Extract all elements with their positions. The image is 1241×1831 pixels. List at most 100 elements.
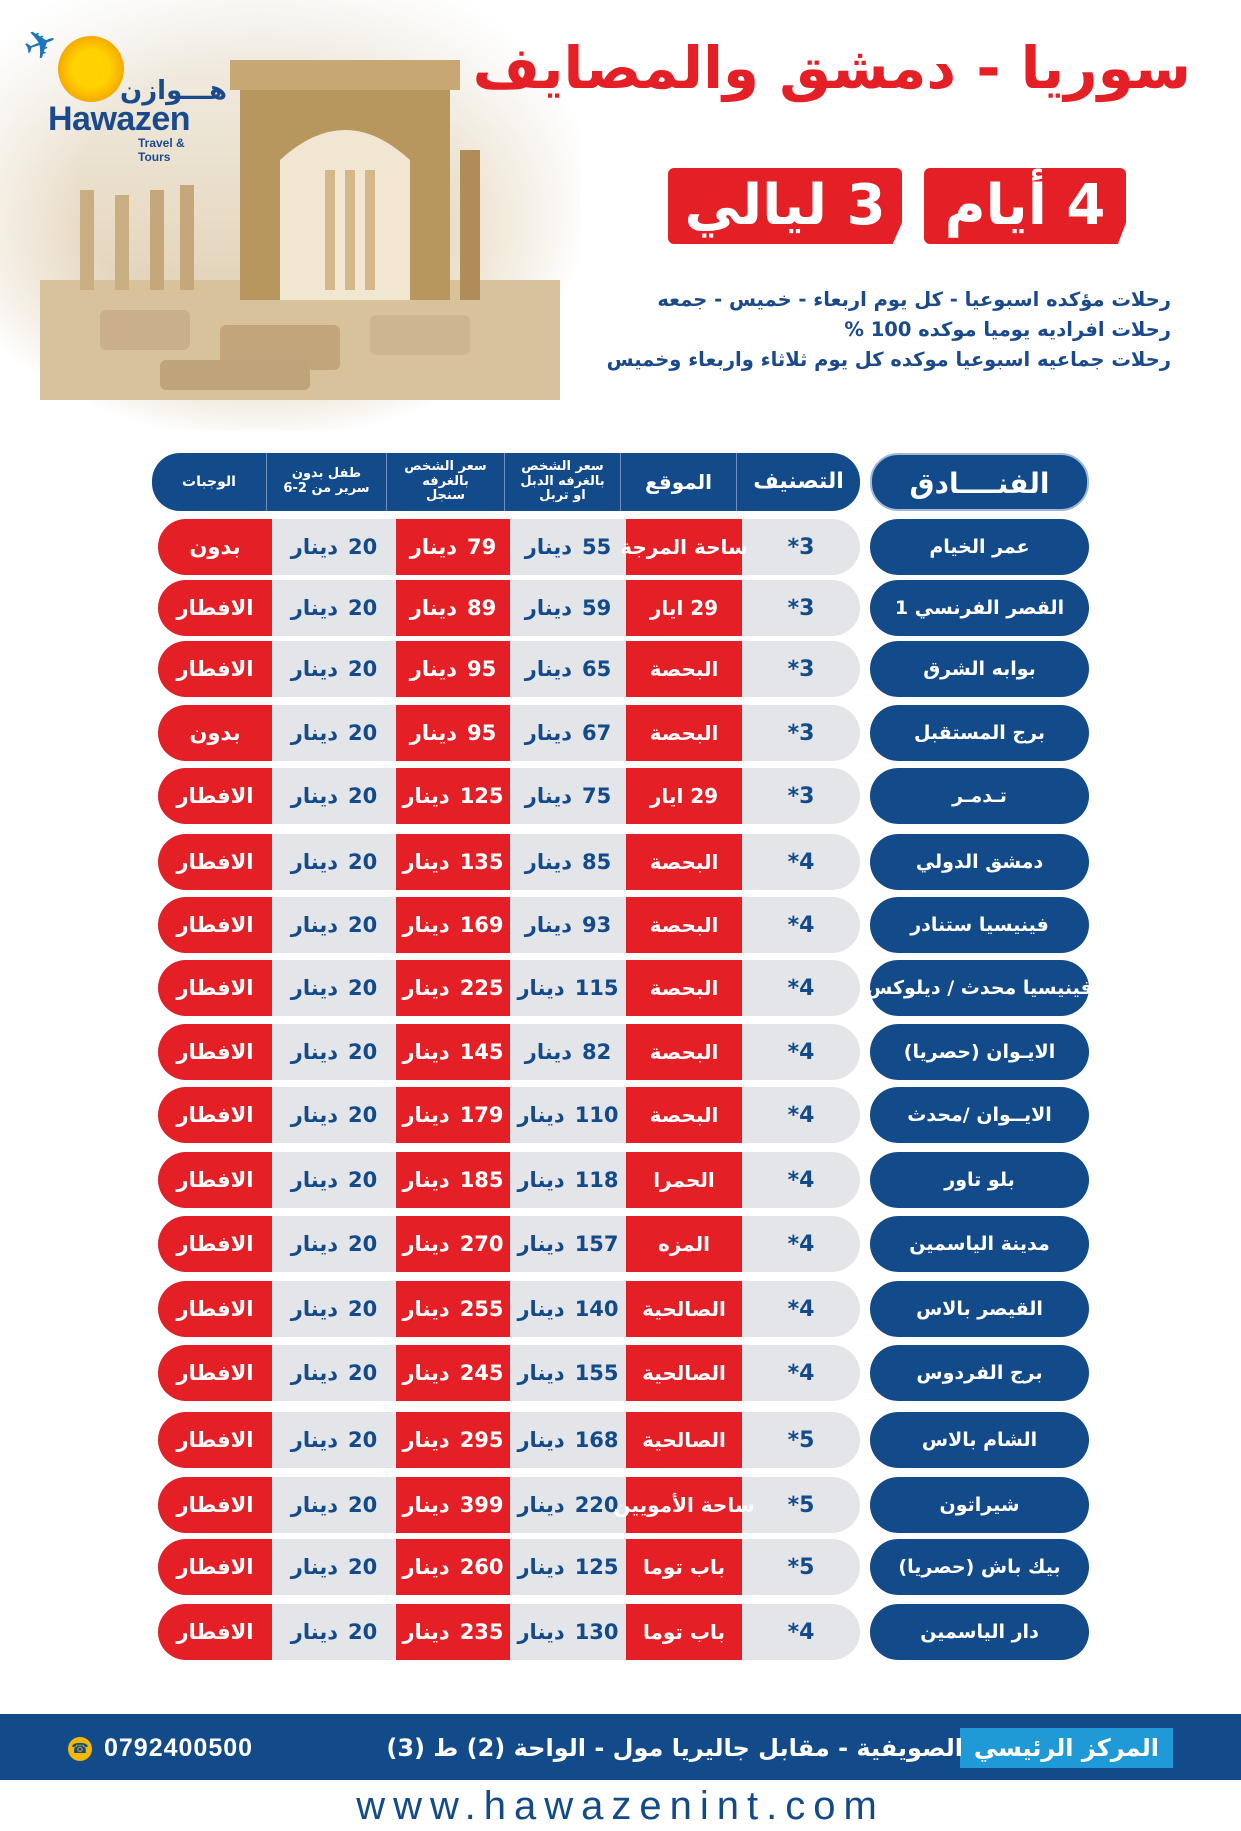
child-price: 20 bbox=[348, 976, 378, 1000]
meals-cell: الافطار bbox=[158, 960, 272, 1016]
double-price-cell: 82 دينار bbox=[510, 1024, 626, 1080]
location-cell: الصالحية bbox=[626, 1412, 742, 1468]
meals-cell: الافطار bbox=[158, 641, 272, 697]
currency: دينار bbox=[290, 721, 338, 745]
location-cell: البحصة bbox=[626, 641, 742, 697]
currency: دينار bbox=[290, 1040, 338, 1064]
info-line: رحلات جماعيه اسبوعيا موكده كل يوم ثلاثاء… bbox=[606, 348, 1171, 371]
double-price: 75 bbox=[582, 784, 612, 808]
currency: دينار bbox=[290, 1168, 338, 1192]
table-row: الافطار 20 دينار 235 دينار 130 دينار باب توما 4*… bbox=[0, 1604, 1241, 1660]
meals-cell: الافطار bbox=[158, 580, 272, 636]
currency: دينار bbox=[402, 1103, 450, 1127]
currency: دينار bbox=[517, 976, 565, 1000]
double-price: 157 bbox=[574, 1232, 619, 1256]
double-price: 115 bbox=[574, 976, 619, 1000]
phone-icon: ☎ bbox=[68, 1737, 92, 1761]
single-price-cell: 270 دينار bbox=[396, 1216, 510, 1272]
table-row: الافطار 20 دينار 270 دينار 157 دينار المزه 4* مدي… bbox=[0, 1216, 1241, 1272]
currency: دينار bbox=[402, 850, 450, 874]
table-row: الافطار 20 دينار 245 دينار 155 دينار الصالحية 4*… bbox=[0, 1345, 1241, 1401]
row-bar: بدون 20 دينار 79 دينار 55 دينار ساحة المرجة 3* bbox=[158, 519, 860, 575]
double-price-cell: 140 دينار bbox=[510, 1281, 626, 1337]
child-price-cell: 20 دينار bbox=[272, 834, 396, 890]
currency: دينار bbox=[290, 1361, 338, 1385]
classification-cell: 5* bbox=[787, 1554, 815, 1580]
currency: دينار bbox=[290, 1232, 338, 1256]
hotel-name: القصر الفرنسي 1 bbox=[870, 580, 1089, 636]
meals-cell: الافطار bbox=[158, 1539, 272, 1595]
currency: دينار bbox=[402, 1620, 450, 1644]
single-price-cell: 95 دينار bbox=[396, 705, 510, 761]
hero-image: ✈ هـــوازن Hawazen Travel & Tours bbox=[0, 0, 580, 430]
footer-bar: المركز الرئيسي الصويفية - مقابل جاليريا … bbox=[0, 1714, 1241, 1780]
classification-cell: 4* bbox=[787, 1619, 815, 1645]
child-price: 20 bbox=[348, 1493, 378, 1517]
header-double: سعر الشخص بالغرفه الدبل او تربل bbox=[504, 453, 620, 511]
single-price-cell: 125 دينار bbox=[396, 768, 510, 824]
currency: دينار bbox=[409, 596, 457, 620]
double-price-cell: 59 دينار bbox=[510, 580, 626, 636]
currency: دينار bbox=[517, 1168, 565, 1192]
child-price: 20 bbox=[348, 784, 378, 808]
single-price: 225 bbox=[459, 976, 504, 1000]
currency: دينار bbox=[290, 657, 338, 681]
hotel-name: مدينة الياسمين bbox=[870, 1216, 1089, 1272]
page-title: سوريا - دمشق والمصايف bbox=[472, 34, 1191, 102]
child-price: 20 bbox=[348, 1361, 378, 1385]
single-price: 95 bbox=[467, 657, 497, 681]
currency: دينار bbox=[402, 976, 450, 1000]
meals-cell: الافطار bbox=[158, 1216, 272, 1272]
website-link[interactable]: www.hawazenint.com bbox=[356, 1784, 885, 1828]
footer: المركز الرئيسي الصويفية - مقابل جاليريا … bbox=[0, 1714, 1241, 1831]
double-price-cell: 93 دينار bbox=[510, 897, 626, 953]
currency: دينار bbox=[290, 1620, 338, 1644]
single-price-cell: 260 دينار bbox=[396, 1539, 510, 1595]
child-price-cell: 20 دينار bbox=[272, 897, 396, 953]
currency: دينار bbox=[290, 1103, 338, 1127]
single-price: 79 bbox=[467, 535, 497, 559]
hotel-name: برج الفردوس bbox=[870, 1345, 1089, 1401]
double-price: 155 bbox=[574, 1361, 619, 1385]
header-location: الموقع bbox=[620, 453, 736, 511]
days-badge: 4 أيام bbox=[924, 168, 1126, 244]
child-price-cell: 20 دينار bbox=[272, 1412, 396, 1468]
meals-cell: الافطار bbox=[158, 834, 272, 890]
hotel-name: تـدمـر bbox=[870, 768, 1089, 824]
single-price-cell: 79 دينار bbox=[396, 519, 510, 575]
location-cell: 29 ايار bbox=[626, 768, 742, 824]
table-row: الافطار 20 دينار 255 دينار 140 دينار الصالحية 4*… bbox=[0, 1281, 1241, 1337]
table-row: الافطار 20 دينار 135 دينار 85 دينار البحصة 4* دمش… bbox=[0, 834, 1241, 890]
double-price-cell: 157 دينار bbox=[510, 1216, 626, 1272]
nights-badge: 3 ليالي bbox=[668, 168, 902, 244]
single-price: 260 bbox=[459, 1555, 504, 1579]
single-price-cell: 169 دينار bbox=[396, 897, 510, 953]
location-cell: البحصة bbox=[626, 1024, 742, 1080]
hotel-name: عمر الخيام bbox=[870, 519, 1089, 575]
single-price: 145 bbox=[459, 1040, 504, 1064]
hotel-name: الايــوان /محدث bbox=[870, 1087, 1089, 1143]
phone-number[interactable]: 0792400500 bbox=[104, 1734, 254, 1762]
currency: دينار bbox=[517, 1555, 565, 1579]
double-price-cell: 118 دينار bbox=[510, 1152, 626, 1208]
classification-cell: 4* bbox=[787, 975, 815, 1001]
table-row: الافطار 20 دينار 179 دينار 110 دينار البحصة 4* ال… bbox=[0, 1087, 1241, 1143]
double-price-cell: 168 دينار bbox=[510, 1412, 626, 1468]
child-price-cell: 20 دينار bbox=[272, 1539, 396, 1595]
table-row: الافطار 20 دينار 399 دينار 220 دينار ساحة الأمو… bbox=[0, 1477, 1241, 1533]
hotel-name: بلو تاور bbox=[870, 1152, 1089, 1208]
currency: دينار bbox=[402, 1297, 450, 1321]
currency: دينار bbox=[517, 1620, 565, 1644]
single-price: 235 bbox=[459, 1620, 504, 1644]
row-bar: الافطار 20 دينار 145 دينار 82 دينار البحصة 4* bbox=[158, 1024, 860, 1080]
child-price-cell: 20 دينار bbox=[272, 1281, 396, 1337]
child-price: 20 bbox=[348, 1168, 378, 1192]
row-bar: الافطار 20 دينار 399 دينار 220 دينار ساحة الأمو… bbox=[158, 1477, 860, 1533]
location-cell: الحمرا bbox=[626, 1152, 742, 1208]
location-cell: باب توما bbox=[626, 1539, 742, 1595]
table-row: الافطار 20 دينار 185 دينار 118 دينار الحمرا 4* بل… bbox=[0, 1152, 1241, 1208]
child-price-cell: 20 دينار bbox=[272, 768, 396, 824]
currency: دينار bbox=[290, 1428, 338, 1452]
child-price: 20 bbox=[348, 1232, 378, 1256]
row-bar: الافطار 20 دينار 95 دينار 65 دينار البحصة 3* bbox=[158, 641, 860, 697]
